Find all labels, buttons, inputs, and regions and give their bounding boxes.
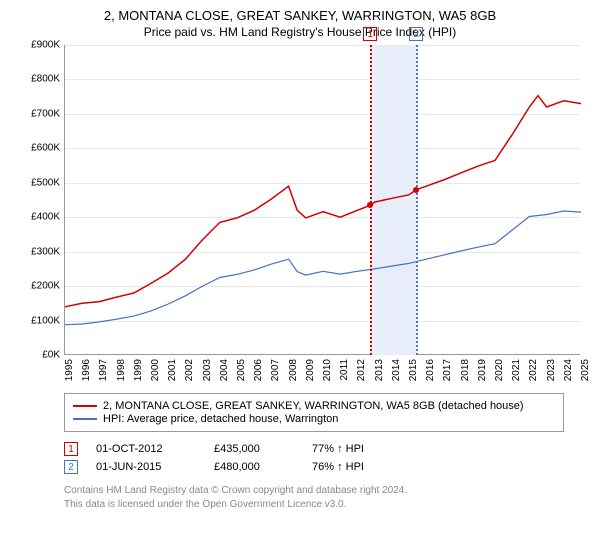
sale-date: 01-JUN-2015: [96, 461, 196, 473]
line-series-svg: [65, 45, 581, 355]
chart-title: 2, MONTANA CLOSE, GREAT SANKEY, WARRINGT…: [12, 8, 588, 23]
y-axis-label: £0K: [20, 350, 60, 361]
legend-swatch: [73, 418, 97, 420]
sale-date: 01-OCT-2012: [96, 443, 196, 455]
chart-subtitle: Price paid vs. HM Land Registry's House …: [12, 25, 588, 39]
legend-swatch: [73, 405, 97, 407]
sale-row: 2 01-JUN-2015 £480,000 76% ↑ HPI: [64, 460, 588, 474]
y-axis-label: £500K: [20, 177, 60, 188]
legend-label: HPI: Average price, detached house, Warr…: [103, 413, 338, 425]
y-axis-label: £300K: [20, 246, 60, 257]
plot-region: 12: [64, 45, 580, 355]
chart-area: £0K£100K£200K£300K£400K£500K£600K£700K£8…: [24, 45, 582, 385]
legend-item: 2, MONTANA CLOSE, GREAT SANKEY, WARRINGT…: [73, 400, 555, 412]
marker-line-1: [370, 45, 372, 355]
y-axis-label: £600K: [20, 143, 60, 154]
sale-hpi: 76% ↑ HPI: [312, 461, 402, 473]
footer-line-1: Contains HM Land Registry data © Crown c…: [64, 484, 588, 498]
y-axis-label: £400K: [20, 212, 60, 223]
y-axis-label: £200K: [20, 281, 60, 292]
footer-line-2: This data is licensed under the Open Gov…: [64, 498, 588, 512]
sales-list: 1 01-OCT-2012 £435,000 77% ↑ HPI 2 01-JUN-201…: [64, 442, 588, 474]
y-axis-label: £100K: [20, 315, 60, 326]
marker-tag-1: 1: [363, 27, 377, 41]
marker-tag-2: 2: [409, 27, 423, 41]
sale-point-2: [413, 187, 419, 193]
legend: 2, MONTANA CLOSE, GREAT SANKEY, WARRINGT…: [64, 393, 564, 432]
footer-attribution: Contains HM Land Registry data © Crown c…: [64, 484, 588, 512]
series-line-hpi: [65, 211, 581, 325]
marker-line-2: [416, 45, 418, 355]
sale-point-1: [367, 202, 373, 208]
sale-tag: 1: [64, 442, 78, 456]
y-axis-label: £700K: [20, 108, 60, 119]
legend-label: 2, MONTANA CLOSE, GREAT SANKEY, WARRINGT…: [103, 400, 524, 412]
sale-price: £480,000: [214, 461, 294, 473]
sale-row: 1 01-OCT-2012 £435,000 77% ↑ HPI: [64, 442, 588, 456]
y-axis-label: £800K: [20, 74, 60, 85]
sale-hpi: 77% ↑ HPI: [312, 443, 402, 455]
sale-price: £435,000: [214, 443, 294, 455]
y-axis-label: £900K: [20, 40, 60, 51]
legend-item: HPI: Average price, detached house, Warr…: [73, 413, 555, 425]
series-line-property: [65, 96, 581, 307]
x-axis-label: 2025: [580, 359, 600, 381]
sale-tag: 2: [64, 460, 78, 474]
